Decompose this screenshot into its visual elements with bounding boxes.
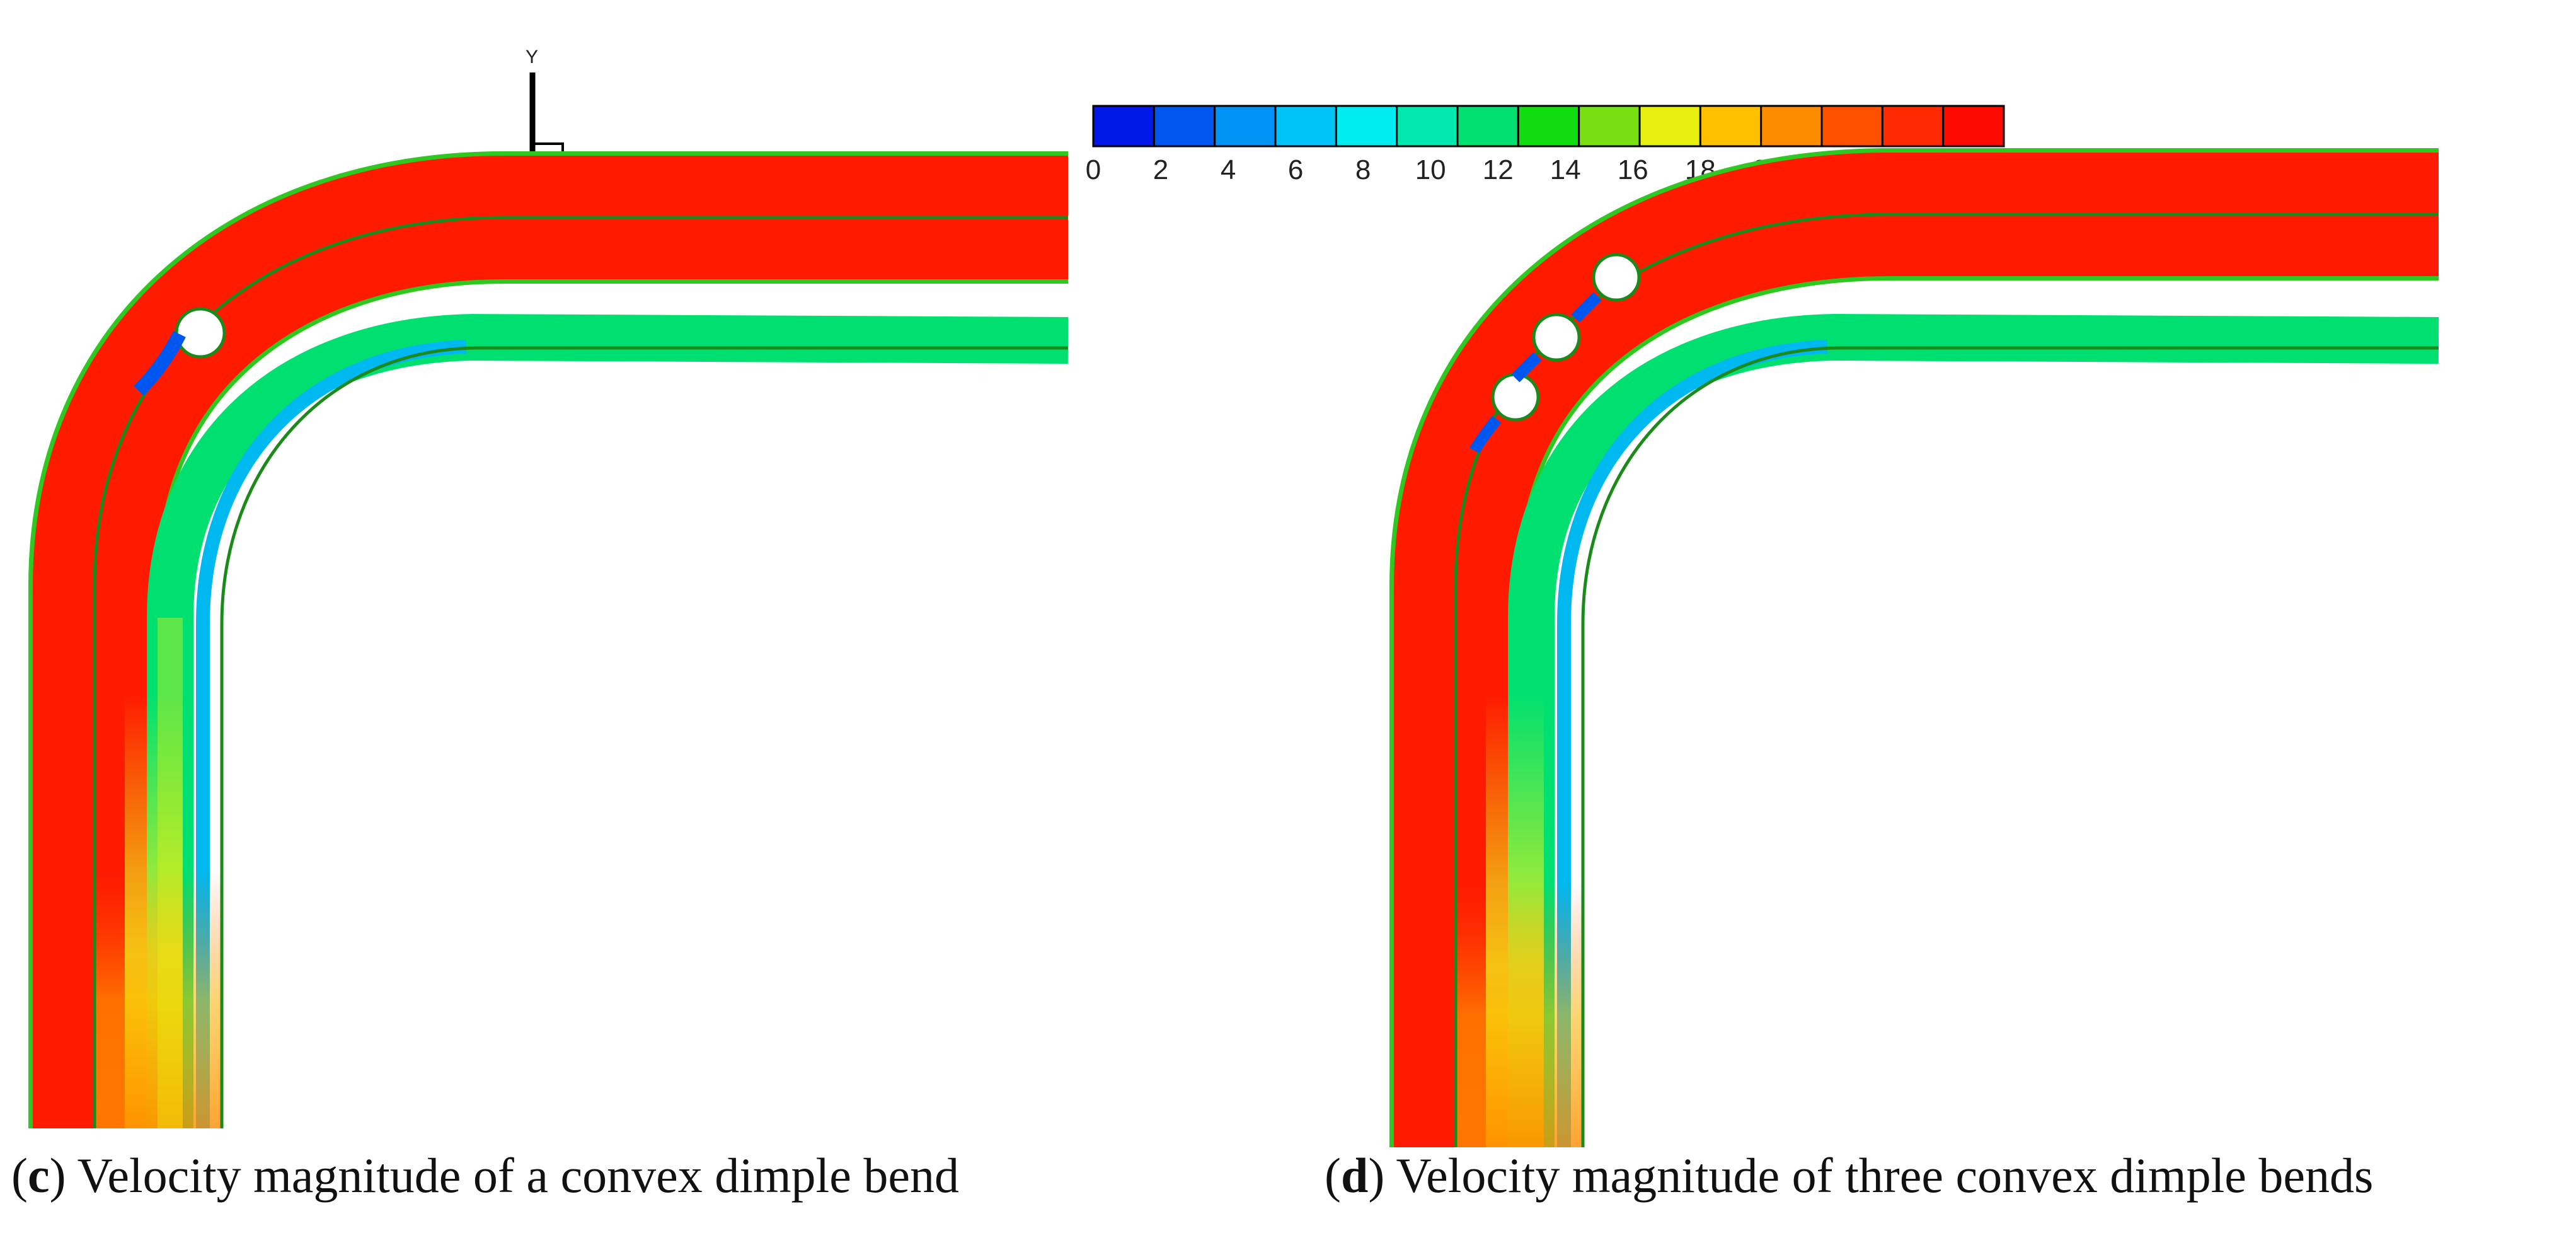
legend-cell bbox=[1335, 105, 1398, 148]
inner-wall-green-zone bbox=[1508, 313, 2439, 1147]
legend-cell bbox=[1396, 105, 1459, 148]
legend-tick-label: 8 bbox=[1355, 154, 1371, 185]
legend-colorbar bbox=[1092, 105, 2005, 148]
caption-c: (c) Velocity magnitude of a convex dimpl… bbox=[11, 1148, 959, 1203]
dimple-wake-blue bbox=[134, 331, 186, 396]
inner-wall-green-zone bbox=[147, 313, 1069, 1128]
convex-dimple-1 bbox=[1592, 253, 1641, 302]
legend-tick-label: 4 bbox=[1221, 154, 1236, 185]
legend-cell bbox=[1578, 105, 1641, 148]
legend-tick-label: 10 bbox=[1415, 154, 1446, 185]
legend-cell bbox=[1517, 105, 1580, 148]
inner-wall-blue-zone bbox=[1557, 340, 1828, 1147]
panel-d-contour bbox=[1389, 148, 2439, 1147]
legend-cell bbox=[1942, 105, 2005, 148]
convex-dimple bbox=[175, 307, 226, 359]
dimple-wake-blue-1 bbox=[1571, 292, 1602, 323]
y-axis-label: Y bbox=[526, 47, 538, 67]
legend-cell bbox=[1638, 105, 1701, 148]
legend-tick-label: 0 bbox=[1086, 154, 1101, 185]
dimple-wake-blue-2 bbox=[1511, 352, 1542, 383]
orange-zone bbox=[95, 870, 221, 1128]
legend-cell bbox=[1214, 105, 1277, 148]
legend-cell bbox=[1092, 105, 1155, 148]
legend-tick-label: 6 bbox=[1288, 154, 1303, 185]
legend-tick-label: 14 bbox=[1550, 154, 1581, 185]
convex-dimple-3 bbox=[1491, 373, 1540, 422]
caption-c-text: ) Velocity magnitude of a convex dimple … bbox=[49, 1148, 959, 1203]
legend-tick-label: 2 bbox=[1153, 154, 1168, 185]
legend-cell bbox=[1153, 105, 1216, 148]
legend-tick-label: 16 bbox=[1618, 154, 1648, 185]
legend-cell bbox=[1760, 105, 1823, 148]
legend-cell bbox=[1820, 105, 1883, 148]
orange-zone bbox=[1456, 883, 1582, 1147]
legend-cell bbox=[1274, 105, 1337, 148]
caption-d-text: ) Velocity magnitude of three convex dim… bbox=[1368, 1148, 2374, 1203]
caption-d: (d) Velocity magnitude of three convex d… bbox=[1325, 1148, 2374, 1203]
legend-tick-label: 12 bbox=[1483, 154, 1514, 185]
convex-dimple-2 bbox=[1532, 313, 1581, 362]
caption-d-letter: d bbox=[1340, 1148, 1369, 1203]
dimple-wake-blue-3 bbox=[1469, 415, 1502, 454]
legend-cell bbox=[1881, 105, 1945, 148]
legend-cell bbox=[1699, 105, 1762, 148]
panel-c-contour bbox=[28, 151, 1069, 1128]
legend-cell bbox=[1456, 105, 1519, 148]
inner-wall-blue-zone bbox=[196, 340, 467, 1128]
caption-c-letter: c bbox=[27, 1148, 50, 1203]
